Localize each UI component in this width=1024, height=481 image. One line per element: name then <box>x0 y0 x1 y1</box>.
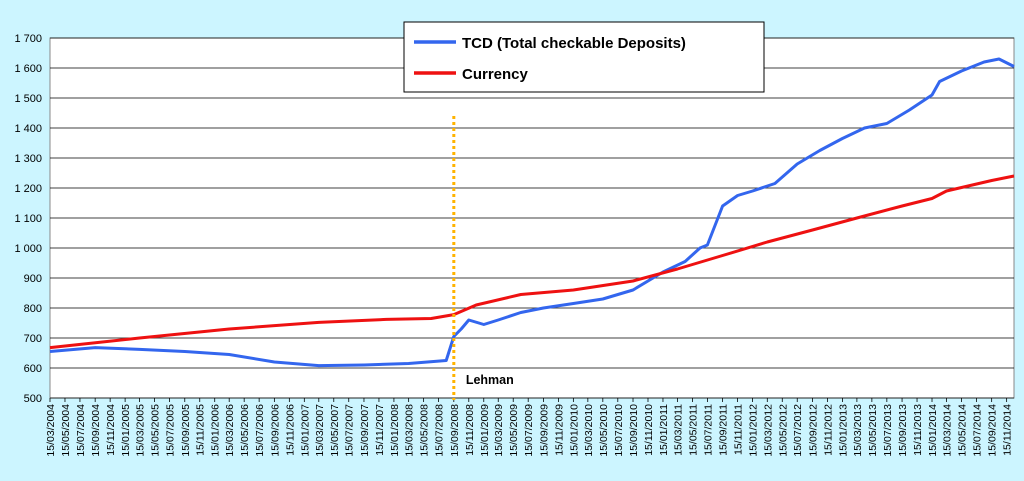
y-tick-label: 900 <box>24 273 42 285</box>
x-tick-label: 15/05/2012 <box>777 404 789 457</box>
x-tick-label: 15/09/2007 <box>359 404 371 457</box>
x-tick-label: 15/01/2014 <box>927 404 939 457</box>
y-tick-label: 500 <box>24 393 42 405</box>
x-tick-label: 15/01/2012 <box>748 404 760 457</box>
x-tick-label: 15/09/2005 <box>180 404 192 457</box>
x-tick-label: 15/05/2011 <box>687 404 699 456</box>
x-axis-ticks: 15/03/2004 15/05/2004 15/07/2004 15/09/2004… <box>45 398 1014 457</box>
legend: TCD (Total checkable Deposits) Currency <box>403 21 765 93</box>
x-tick-label: 15/09/2011 <box>718 404 730 456</box>
x-tick-label: 15/11/2005 <box>195 404 207 456</box>
x-tick-label: 15/11/2010 <box>643 404 655 456</box>
x-tick-label: 15/03/2013 <box>852 404 864 457</box>
x-tick-label: 15/07/2007 <box>344 404 356 457</box>
x-tick-label: 15/09/2010 <box>628 404 640 457</box>
y-tick-label: 1 700 <box>14 33 42 45</box>
x-tick-label: 15/09/2006 <box>269 404 281 457</box>
x-tick-label: 15/05/2004 <box>60 404 72 457</box>
x-tick-label: 15/05/2005 <box>150 404 162 457</box>
x-tick-label: 15/11/2013 <box>912 404 924 456</box>
series-line-currency <box>49 174 1015 350</box>
x-tick-label: 15/05/2006 <box>239 404 251 457</box>
x-tick-label: 15/07/2013 <box>882 404 894 457</box>
x-tick-label: 15/07/2014 <box>971 404 983 457</box>
x-tick-label: 15/07/2004 <box>75 404 87 457</box>
x-tick-label: 15/03/2009 <box>493 404 505 457</box>
x-tick-label: 15/09/2009 <box>538 404 550 457</box>
x-tick-label: 15/07/2006 <box>254 404 266 457</box>
x-tick-label: 15/09/2013 <box>897 404 909 457</box>
legend-entry: Currency <box>462 66 529 83</box>
x-tick-label: 15/09/2014 <box>987 404 999 457</box>
y-tick-label: 1 100 <box>14 213 42 225</box>
y-tick-label: 1 600 <box>14 63 42 75</box>
x-tick-label: 15/09/2008 <box>449 404 461 457</box>
y-tick-label: 1 300 <box>14 153 42 165</box>
x-tick-label: 15/03/2011 <box>672 404 684 456</box>
series-lines <box>49 57 1015 368</box>
x-tick-label: 15/03/2008 <box>404 404 416 457</box>
x-tick-label: 15/03/2012 <box>762 404 774 457</box>
x-tick-label: 15/11/2011 <box>733 404 745 455</box>
y-tick-label: 700 <box>24 333 42 345</box>
x-tick-label: 15/01/2009 <box>479 404 491 457</box>
x-tick-label: 15/09/2004 <box>90 404 102 457</box>
x-tick-label: 15/05/2013 <box>867 404 879 457</box>
x-tick-label: 15/01/2008 <box>389 404 401 457</box>
x-tick-label: 15/11/2014 <box>1002 404 1014 456</box>
x-tick-label: 15/11/2008 <box>464 404 476 456</box>
y-tick-label: 1 000 <box>14 243 42 255</box>
x-tick-label: 15/07/2012 <box>792 404 804 457</box>
x-tick-label: 15/09/2012 <box>807 404 819 457</box>
y-tick-label: 800 <box>24 303 42 315</box>
y-tick-label: 1 500 <box>14 93 42 105</box>
annotation-label: Lehman <box>466 373 514 387</box>
x-tick-label: 15/07/2005 <box>165 404 177 457</box>
x-tick-label: 15/03/2010 <box>583 404 595 457</box>
x-tick-label: 15/05/2008 <box>419 404 431 457</box>
x-tick-label: 15/11/2009 <box>553 404 565 456</box>
x-tick-label: 15/03/2006 <box>224 404 236 457</box>
x-tick-label: 15/01/2011 <box>658 404 670 456</box>
x-tick-label: 15/11/2007 <box>374 404 386 456</box>
y-tick-label: 1 200 <box>14 183 42 195</box>
legend-box <box>403 21 765 93</box>
legend-entry: TCD (Total checkable Deposits) <box>462 35 686 52</box>
x-tick-label: 15/05/2014 <box>956 404 968 457</box>
x-tick-label: 15/07/2008 <box>434 404 446 457</box>
x-tick-label: 15/01/2010 <box>568 404 580 457</box>
x-tick-label: 15/03/2007 <box>314 404 326 457</box>
x-tick-label: 15/03/2014 <box>941 404 953 457</box>
series-line-tcd <box>49 57 1015 368</box>
x-tick-label: 15/03/2004 <box>45 404 57 457</box>
x-tick-label: 15/05/2009 <box>508 404 520 457</box>
x-tick-label: 15/01/2005 <box>120 404 132 457</box>
y-axis-ticks: 500 600 700 800 900 1 000 1 100 1 200 1 300 1 400… <box>14 33 42 405</box>
x-tick-label: 15/03/2005 <box>135 404 147 457</box>
x-tick-label: 15/05/2007 <box>329 404 341 457</box>
y-tick-label: 1 400 <box>14 123 42 135</box>
x-tick-label: 15/05/2010 <box>598 404 610 457</box>
x-tick-label: 15/07/2011 <box>702 404 714 456</box>
x-tick-label: 15/11/2006 <box>284 404 296 456</box>
annotations: Lehman <box>452 116 514 400</box>
y-tick-label: 600 <box>24 363 42 375</box>
x-tick-label: 15/11/2012 <box>822 404 834 456</box>
x-tick-label: 15/07/2010 <box>613 404 625 457</box>
x-tick-label: 15/01/2013 <box>837 404 849 457</box>
x-tick-label: 15/01/2007 <box>299 404 311 457</box>
x-tick-label: 15/07/2009 <box>523 404 535 457</box>
x-tick-label: 15/11/2004 <box>105 404 117 456</box>
x-tick-label: 15/01/2006 <box>210 404 222 457</box>
